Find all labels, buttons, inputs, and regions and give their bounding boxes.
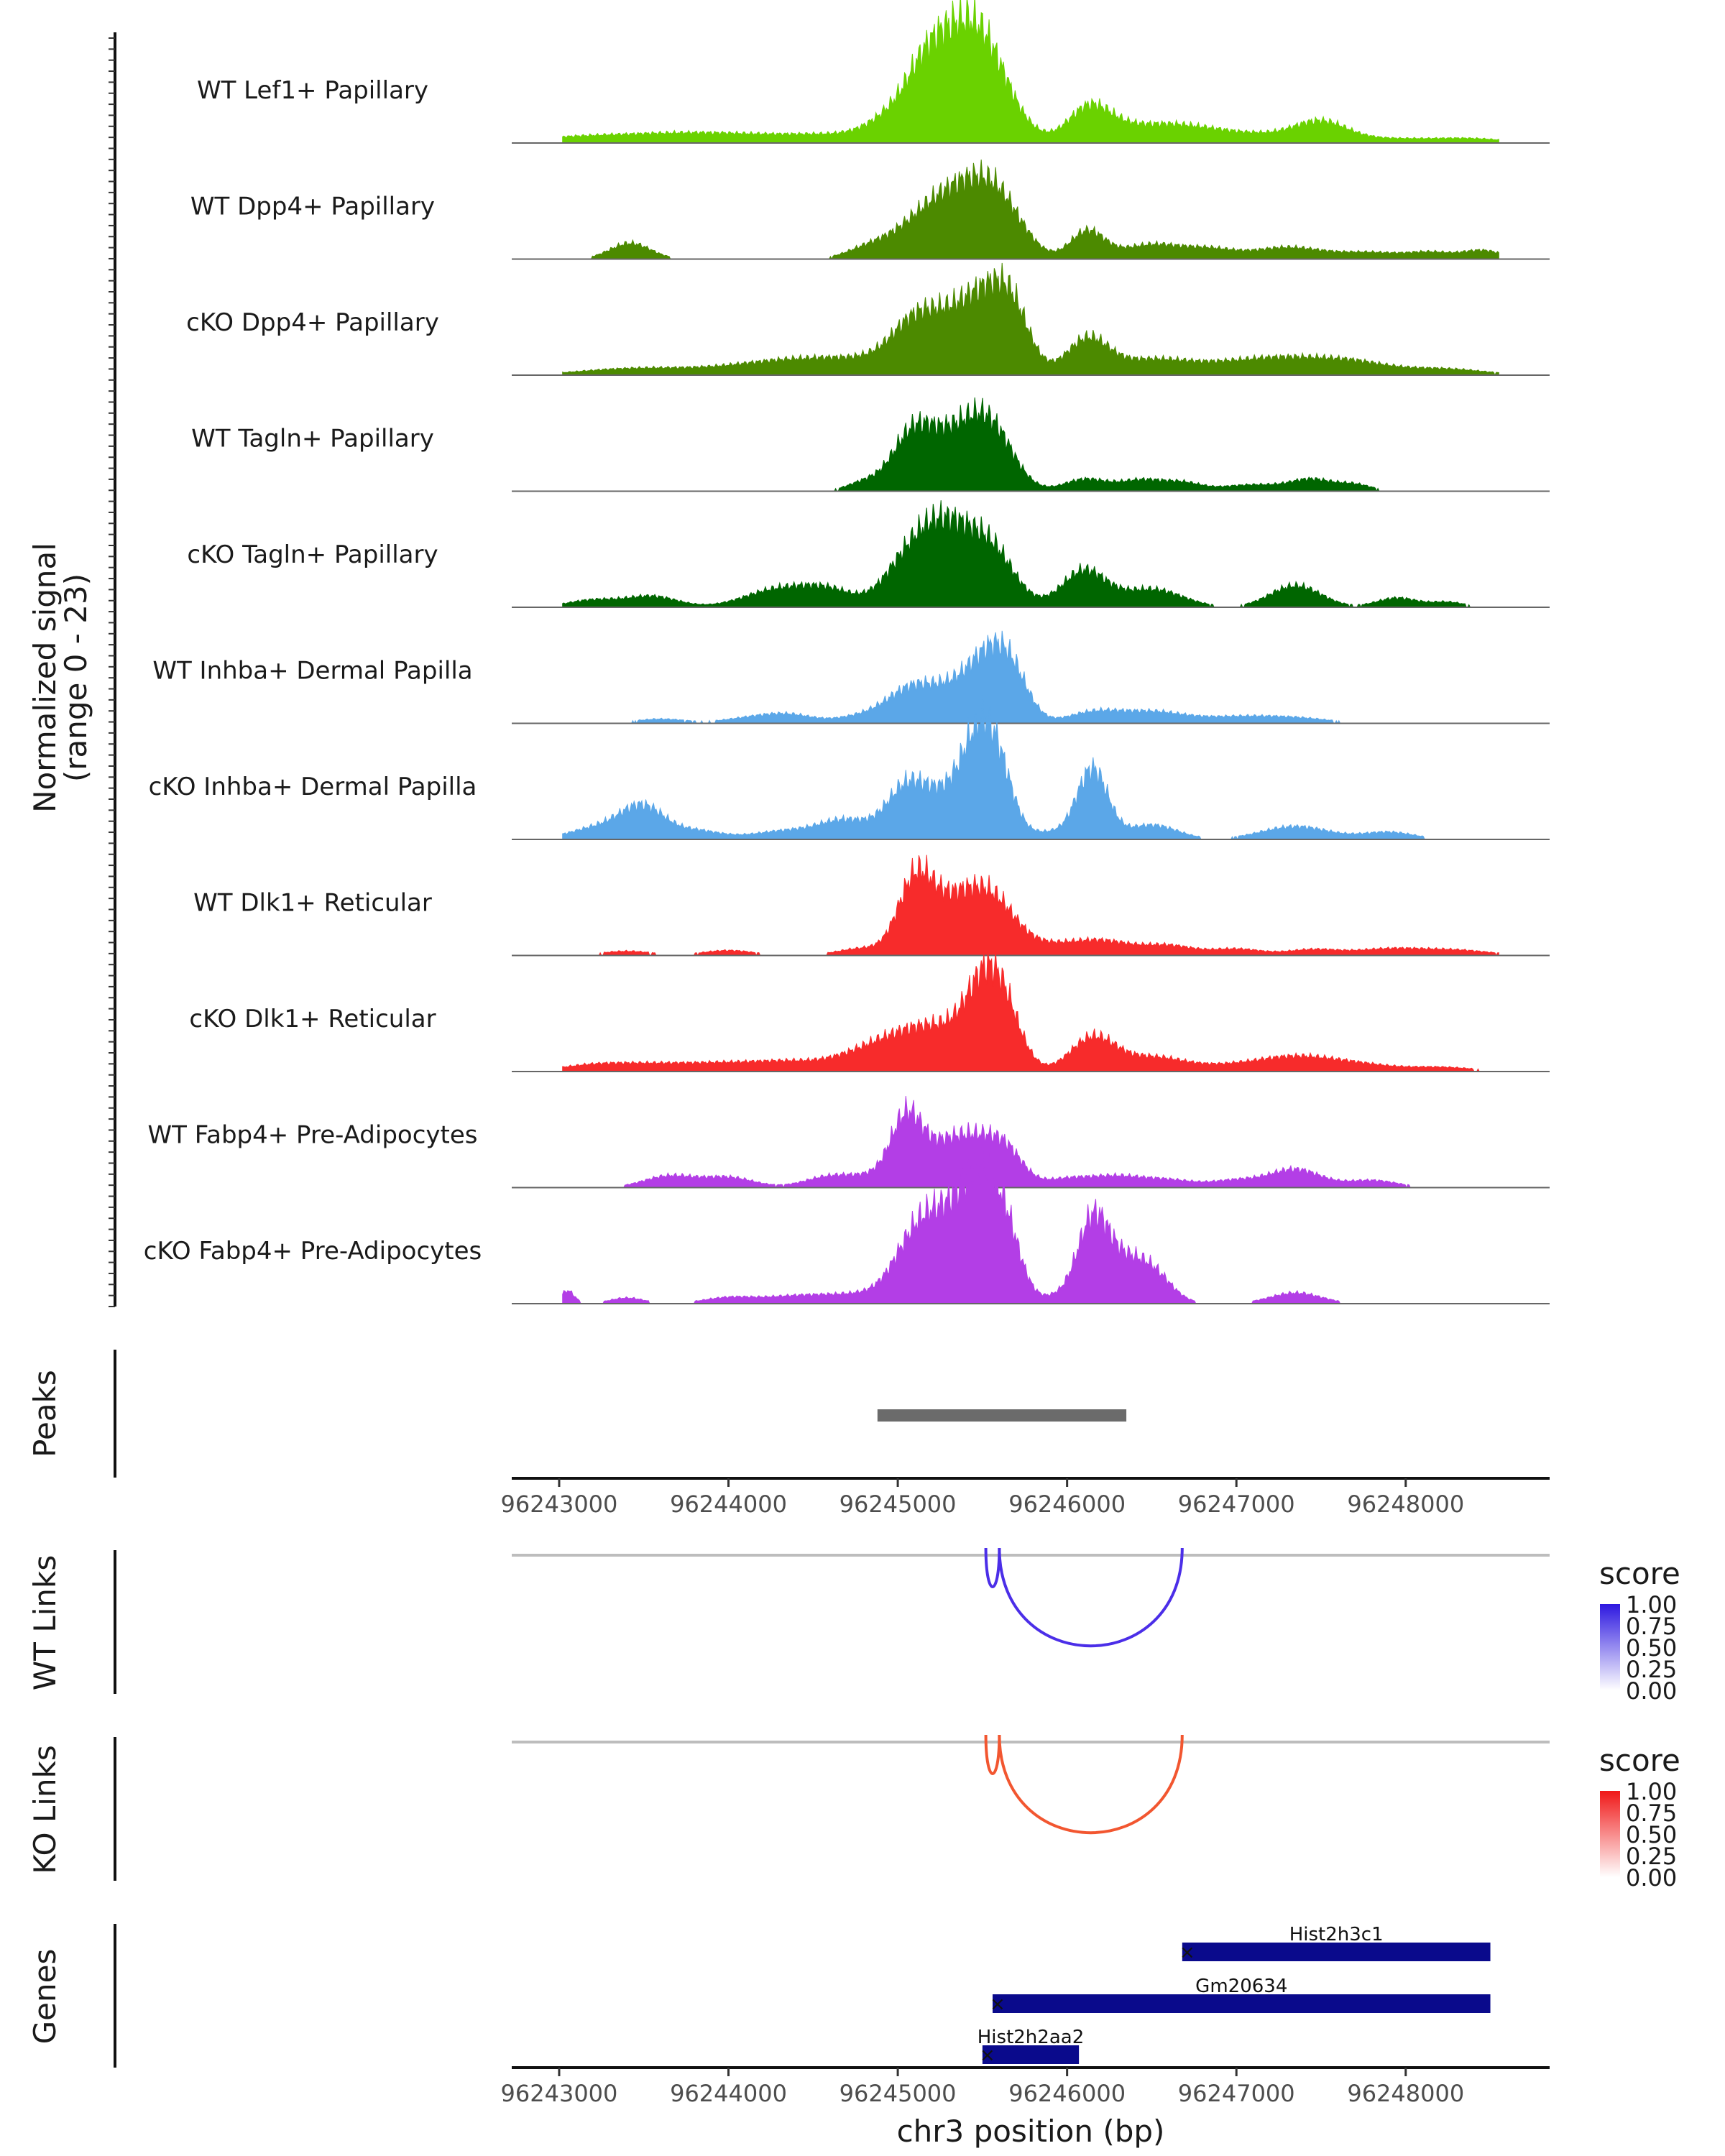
- wt-legend-colorbar: [1600, 1604, 1620, 1690]
- coverage-track-5: cKO Tagln+ Papillary: [187, 500, 1550, 609]
- coverage-area-7: [562, 693, 1499, 841]
- link-arc-2-2: [998, 1734, 1184, 1834]
- ko-links-legend: score 1.00 0.75 0.50 0.25 0.00: [1599, 1743, 1680, 1892]
- ko-links-track: [512, 1734, 1550, 1834]
- x-axis-bottom-tick-label-6: 96248000: [1347, 2080, 1464, 2107]
- coverage-track-7: cKO Inhba+ Dermal Papilla: [149, 693, 1550, 841]
- y-axis-title-line2: (range 0 - 23): [58, 573, 93, 782]
- coverage-tracks: WT Lef1+ Papillary WT Dpp4+ Papillary cKO …: [144, 0, 1550, 1304]
- coverage-track-4: WT Tagln+ Papillary: [191, 397, 1550, 492]
- coverage-track-9: cKO Dlk1+ Reticular: [189, 951, 1550, 1072]
- x-axis-bottom-tick-label-2: 96244000: [670, 2080, 787, 2107]
- track-label-7: cKO Inhba+ Dermal Papilla: [149, 773, 477, 801]
- gene-label-2: Gm20634: [1195, 1976, 1287, 1997]
- coverage-track-10: WT Fabp4+ Pre-Adipocytes: [148, 1095, 1550, 1189]
- genes-track: ×Hist2h3c1×Gm20634×Hist2h2aa2: [978, 1924, 1491, 2066]
- x-axis-bottom-tick-label-1: 96243000: [501, 2080, 618, 2107]
- x-axis-bottom-tick-label-3: 96245000: [840, 2080, 957, 2107]
- coverage-track-8: WT Dlk1+ Reticular: [193, 854, 1550, 957]
- gene-label-1: Hist2h3c1: [1289, 1924, 1384, 1945]
- wt-legend-label-050: 0.50: [1626, 1634, 1677, 1662]
- wt-links-panel-title: WT Links: [27, 1555, 63, 1690]
- gene-body-3: [982, 2045, 1080, 2064]
- wt-links-track: [512, 1547, 1550, 1647]
- coverage-area-8: [562, 854, 1499, 957]
- x-axis-top: 96243000 96244000 96245000 96246000 96247000…: [501, 1477, 1550, 1518]
- ko-legend-label-025: 0.25: [1626, 1843, 1677, 1870]
- x-axis-title: chr3 position (bp): [897, 2114, 1165, 2149]
- x-axis-bottom-tick-label-4: 96246000: [1008, 2080, 1126, 2107]
- x-axis-top-tick-label-3: 96245000: [840, 1491, 957, 1518]
- x-axis-top-tick-label-2: 96244000: [670, 1491, 787, 1518]
- peaks-panel-title: Peaks: [27, 1370, 63, 1457]
- gene-body-2: [992, 1994, 1491, 2013]
- wt-legend-label-025: 0.25: [1626, 1656, 1677, 1683]
- track-label-3: cKO Dpp4+ Papillary: [186, 308, 439, 337]
- track-label-2: WT Dpp4+ Papillary: [190, 193, 435, 221]
- y-axis-title-line1: Normalized signal: [27, 543, 63, 813]
- ko-links-panel-title: KO Links: [27, 1745, 63, 1874]
- gene-label-3: Hist2h2aa2: [978, 2027, 1084, 2048]
- gene-body-1: [1182, 1943, 1491, 1961]
- wt-legend-title: score: [1599, 1556, 1680, 1591]
- link-arc-1-2: [998, 1547, 1184, 1647]
- coverage-track-3: cKO Dpp4+ Papillary: [186, 262, 1550, 377]
- track-label-10: WT Fabp4+ Pre-Adipocytes: [148, 1121, 478, 1150]
- x-axis-top-tick-label-5: 96247000: [1178, 1491, 1295, 1518]
- coverage-track-6: WT Inhba+ Dermal Papilla: [152, 630, 1550, 724]
- peak-region-1: [877, 1409, 1127, 1422]
- coverage-track-11: cKO Fabp4+ Pre-Adipocytes: [144, 1141, 1550, 1304]
- x-axis-top-tick-label-4: 96246000: [1008, 1491, 1126, 1518]
- ko-legend-label-0: 0.00: [1626, 1864, 1677, 1892]
- gene-strand-marker-2: ×: [990, 1994, 1006, 2015]
- x-axis-bottom-tick-label-5: 96247000: [1178, 2080, 1295, 2107]
- coverage-area-10: [562, 1095, 1499, 1189]
- wt-legend-label-0: 0.00: [1626, 1677, 1677, 1705]
- ko-legend-label-050: 0.50: [1626, 1821, 1677, 1848]
- track-label-4: WT Tagln+ Papillary: [191, 425, 434, 453]
- peaks-track: [877, 1409, 1127, 1422]
- wt-legend-label-1: 1.00: [1626, 1591, 1677, 1618]
- ko-legend-label-075: 0.75: [1626, 1800, 1677, 1827]
- gene-strand-marker-3: ×: [980, 2045, 995, 2066]
- coverage-track-2: WT Dpp4+ Papillary: [190, 160, 1550, 260]
- x-axis-bottom: 96243000 96244000 96245000 96246000 96247000…: [501, 2066, 1550, 2107]
- coverage-area-9: [562, 951, 1499, 1072]
- coverage-area-1: [562, 0, 1499, 144]
- gene-strand-marker-1: ×: [1179, 1942, 1195, 1963]
- x-axis-top-tick-label-6: 96248000: [1347, 1491, 1464, 1518]
- coverage-y-axis: [109, 32, 116, 1307]
- track-label-6: WT Inhba+ Dermal Papilla: [152, 657, 472, 686]
- x-axis-top-tick-label-1: 96243000: [501, 1491, 618, 1518]
- track-label-8: WT Dlk1+ Reticular: [193, 889, 432, 918]
- coverage-track-1: WT Lef1+ Papillary: [197, 0, 1550, 144]
- track-label-5: cKO Tagln+ Papillary: [187, 540, 438, 569]
- coverage-area-3: [562, 262, 1499, 377]
- ko-legend-title: score: [1599, 1743, 1680, 1778]
- track-label-1: WT Lef1+ Papillary: [197, 76, 428, 105]
- genes-panel-title: Genes: [27, 1949, 63, 2045]
- ko-legend-label-1: 1.00: [1626, 1778, 1677, 1805]
- track-label-11: cKO Fabp4+ Pre-Adipocytes: [144, 1237, 482, 1266]
- wt-legend-label-075: 0.75: [1626, 1613, 1677, 1640]
- wt-links-legend: score 1.00 0.75 0.50 0.25 0.00: [1599, 1556, 1680, 1705]
- coverage-area-5: [562, 500, 1499, 609]
- track-label-9: cKO Dlk1+ Reticular: [189, 1005, 436, 1033]
- ko-legend-colorbar: [1600, 1791, 1620, 1877]
